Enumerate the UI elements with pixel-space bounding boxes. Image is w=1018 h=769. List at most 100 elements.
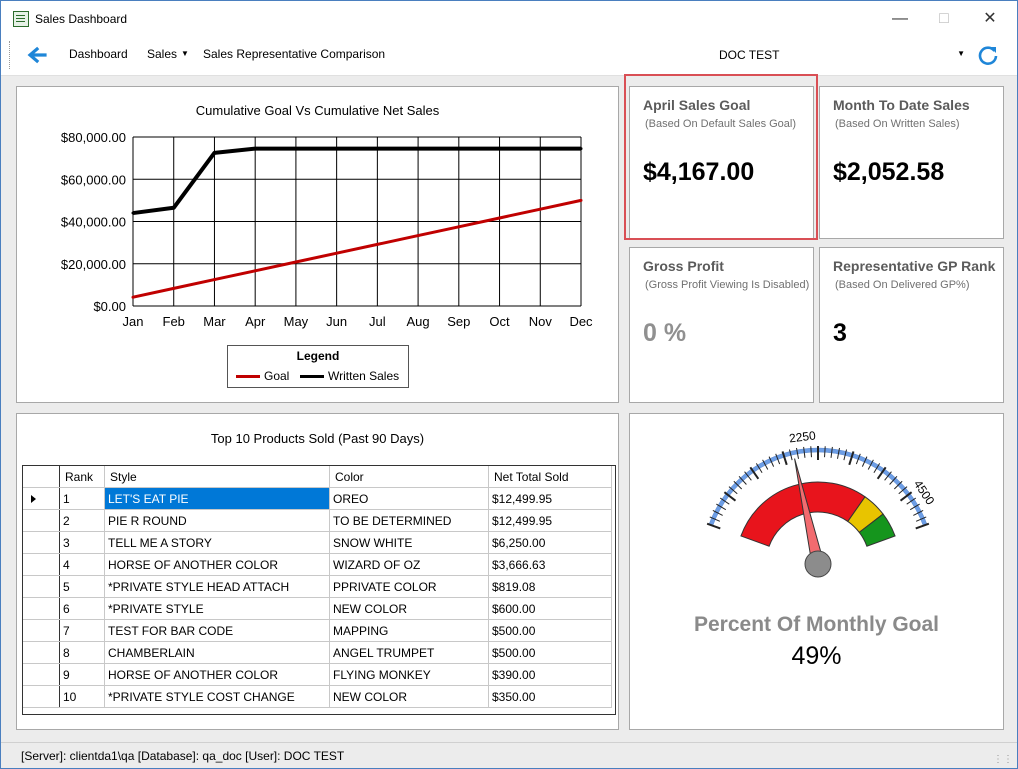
table-row[interactable]: 2 PIE R ROUND TO BE DETERMINED $12,499.95 [23,509,612,532]
cell-rank[interactable]: 6 [59,597,105,620]
row-header[interactable] [23,553,60,576]
cell-rank[interactable]: 1 [59,487,105,510]
cell-rank[interactable]: 8 [59,641,105,664]
cell-net-total-sold[interactable]: $500.00 [488,641,612,664]
column-header-style[interactable]: Style [104,466,330,488]
card-title: April Sales Goal [643,97,751,113]
row-header[interactable] [23,575,60,598]
cell-rank[interactable]: 3 [59,531,105,554]
resize-grip-icon[interactable]: ⋮⋮ [993,754,1013,765]
cell-style[interactable]: CHAMBERLAIN [104,641,330,664]
cell-color[interactable]: NEW COLOR [329,597,489,620]
cell-style[interactable]: *PRIVATE STYLE COST CHANGE [104,685,330,708]
data-point [375,147,379,151]
gauge-tick [848,451,855,466]
cell-rank[interactable]: 2 [59,509,105,532]
cell-color[interactable]: OREO [329,487,489,510]
column-header-color[interactable]: Color [329,466,489,488]
row-header[interactable] [23,531,60,554]
cell-net-total-sold[interactable]: $350.00 [488,685,612,708]
back-arrow-icon[interactable] [25,44,49,66]
x-tick-label: Jan [123,314,144,329]
cell-style[interactable]: LET'S EAT PIE [104,487,330,510]
table-row[interactable]: 9 HORSE OF ANOTHER COLOR FLYING MONKEY $390… [23,663,612,686]
row-header[interactable] [23,685,60,708]
cell-net-total-sold[interactable]: $819.08 [488,575,612,598]
cell-rank[interactable]: 5 [59,575,105,598]
april-sales-goal-card: April Sales Goal (Based On Default Sales… [629,86,814,239]
x-tick-label: Sep [447,314,470,329]
cell-color[interactable]: NEW COLOR [329,685,489,708]
table-row[interactable]: 1 LET'S EAT PIE OREO $12,499.95 [23,487,612,510]
gauge-tick [843,449,848,461]
refresh-icon[interactable] [977,44,999,66]
cell-color[interactable]: ANGEL TRUMPET [329,641,489,664]
cell-color[interactable]: PPRIVATE COLOR [329,575,489,598]
cell-net-total-sold[interactable]: $6,250.00 [488,531,612,554]
table-row[interactable]: 4 HORSE OF ANOTHER COLOR WIZARD OF OZ $3,66… [23,553,612,576]
representative-select[interactable]: DOC TEST ▼ [715,42,969,66]
cell-color[interactable]: WIZARD OF OZ [329,553,489,576]
column-header-net-total-sold[interactable]: Net Total Sold [488,466,612,488]
cell-rank[interactable]: 10 [59,685,105,708]
cell-color[interactable]: TO BE DETERMINED [329,509,489,532]
cell-net-total-sold[interactable]: $12,499.95 [488,487,612,510]
chevron-down-icon[interactable]: ▼ [957,49,965,58]
breadcrumb-dashboard[interactable]: Dashboard [69,47,128,61]
maximize-button[interactable]: □ [939,10,949,27]
cell-color[interactable]: MAPPING [329,619,489,642]
gauge-tick [899,491,913,502]
data-point [498,147,502,151]
data-point [538,207,542,211]
y-tick-label: $80,000.00 [61,130,126,145]
gauge-tick [706,522,721,530]
products-grid[interactable]: Rank Style Color Net Total Sold 1 LET'S E… [22,465,616,715]
cell-style[interactable]: HORSE OF ANOTHER COLOR [104,663,330,686]
row-header[interactable] [23,663,60,686]
gauge-tick [830,446,833,458]
cell-rank[interactable]: 9 [59,663,105,686]
gauge-tick [810,446,812,458]
gauge-tick [716,503,727,511]
cell-style[interactable]: PIE R ROUND [104,509,330,532]
cell-color[interactable]: FLYING MONKEY [329,663,489,686]
cell-net-total-sold[interactable]: $12,499.95 [488,509,612,532]
row-header[interactable] [23,487,60,510]
gross-profit-card: Gross Profit (Gross Profit Viewing Is Di… [629,247,814,403]
cell-style[interactable]: *PRIVATE STYLE [104,597,330,620]
data-point [212,151,216,155]
cell-rank[interactable]: 4 [59,553,105,576]
cell-net-total-sold[interactable]: $500.00 [488,619,612,642]
cell-style[interactable]: *PRIVATE STYLE HEAD ATTACH [104,575,330,598]
cell-net-total-sold[interactable]: $3,666.63 [488,553,612,576]
table-row[interactable]: 5 *PRIVATE STYLE HEAD ATTACH PPRIVATE COLO… [23,575,612,598]
cell-net-total-sold[interactable]: $600.00 [488,597,612,620]
card-subtitle: (Gross Profit Viewing Is Disabled) [645,279,810,291]
table-row[interactable]: 7 TEST FOR BAR CODE MAPPING $500.00 [23,619,612,642]
row-header[interactable] [23,597,60,620]
cell-net-total-sold[interactable]: $390.00 [488,663,612,686]
breadcrumb-sales[interactable]: Sales [147,47,178,61]
sales-dropdown-icon[interactable]: ▼ [181,49,189,58]
gauge-tick-label: 2250 [788,428,817,445]
status-text: [Server]: clientda1\qa [Database]: qa_do… [21,749,345,763]
table-row[interactable]: 10 *PRIVATE STYLE COST CHANGE NEW COLOR $35… [23,685,612,708]
close-button[interactable]: ✕ [983,10,997,27]
cell-rank[interactable]: 7 [59,619,105,642]
x-tick-label: Dec [569,314,593,329]
table-row[interactable]: 6 *PRIVATE STYLE NEW COLOR $600.00 [23,597,612,620]
table-row[interactable]: 3 TELL ME A STORY SNOW WHITE $6,250.00 [23,531,612,554]
column-header-rank[interactable]: Rank [59,466,105,488]
cell-style[interactable]: TEST FOR BAR CODE [104,619,330,642]
table-row[interactable]: 8 CHAMBERLAIN ANGEL TRUMPET $500.00 [23,641,612,664]
row-header[interactable] [23,619,60,642]
cell-color[interactable]: SNOW WHITE [329,531,489,554]
row-header[interactable] [23,641,60,664]
cell-style[interactable]: HORSE OF ANOTHER COLOR [104,553,330,576]
cell-style[interactable]: TELL ME A STORY [104,531,330,554]
breadcrumb-rep-comparison[interactable]: Sales Representative Comparison [203,47,386,61]
gauge-tick [719,497,730,505]
minimize-button[interactable]: — [892,10,908,27]
row-header[interactable] [23,509,60,532]
